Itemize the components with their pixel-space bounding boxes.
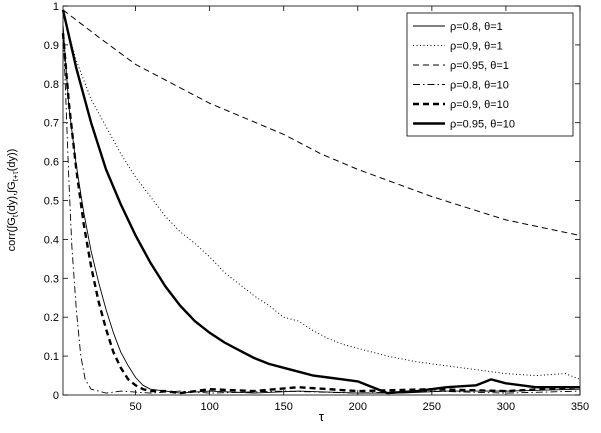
tick-layer: 50 100 150 200 250 300 350 0 0.1 0.2 0.3 0.4 0.5 0.6 0… <box>44 1 589 413</box>
legend-entry: ρ=0.9, θ=1 <box>413 41 503 53</box>
x-tick-label: 200 <box>349 401 367 413</box>
y-tick-label: 0.2 <box>44 312 59 324</box>
y-tick-label: 0.9 <box>44 40 59 52</box>
legend-label: ρ=0.95, θ=1 <box>450 60 509 72</box>
legend: ρ=0.8, θ=1 ρ=0.9, θ=1 ρ=0.95, θ=1 ρ=0.8, θ=… <box>406 12 574 137</box>
legend-entry: ρ=0.95, θ=10 <box>413 119 515 131</box>
y-axis-label-sub-1: t <box>11 214 20 217</box>
x-tick-label: 250 <box>423 401 441 413</box>
y-tick-label: 0.4 <box>44 234 59 246</box>
y-tick-label: 0.6 <box>44 157 59 169</box>
y-tick-label: 0 <box>53 390 59 402</box>
x-axis-label: τ <box>319 409 325 424</box>
series-line-5 <box>61 33 581 395</box>
x-tick-label: 350 <box>571 401 589 413</box>
series-line-3 <box>62 9 581 236</box>
y-tick-label: 1 <box>53 1 59 13</box>
x-tick-label: 300 <box>497 401 515 413</box>
legend-label: ρ=0.9, θ=1 <box>450 41 503 53</box>
legend-label: ρ=0.8, θ=1 <box>450 21 503 33</box>
y-axis-label-mid: (dy),∫G <box>6 181 18 215</box>
legend-label: ρ=0.9, θ=10 <box>450 99 509 111</box>
legend-label: ρ=0.8, θ=10 <box>450 80 509 92</box>
legend-entry: ρ=0.9, θ=10 <box>413 99 509 111</box>
x-tick-label: 150 <box>275 401 293 413</box>
y-axis-label: corr(∫Gt(dy),∫Gt+τ(dy)) <box>6 149 20 252</box>
y-tick-label: 0.1 <box>44 351 59 363</box>
legend-label: ρ=0.95, θ=10 <box>450 119 515 131</box>
legend-entry: ρ=0.8, θ=10 <box>413 80 509 92</box>
y-tick-label: 0.3 <box>44 273 59 285</box>
y-axis-label-end: (dy)) <box>6 149 18 172</box>
y-tick-label: 0.5 <box>44 196 59 208</box>
y-tick-label: 0.7 <box>44 118 59 130</box>
series-line-6 <box>61 9 580 395</box>
x-tick-label: 50 <box>129 401 141 413</box>
legend-box <box>406 12 574 137</box>
y-axis-label-sub-2: t+τ <box>11 170 20 181</box>
x-tick-label: 100 <box>200 401 218 413</box>
y-tick-label: 0.8 <box>44 79 59 91</box>
legend-entry: ρ=0.95, θ=1 <box>413 60 509 72</box>
legend-entry: ρ=0.8, θ=1 <box>413 21 503 33</box>
y-axis-label-main: corr(∫G <box>6 217 18 251</box>
